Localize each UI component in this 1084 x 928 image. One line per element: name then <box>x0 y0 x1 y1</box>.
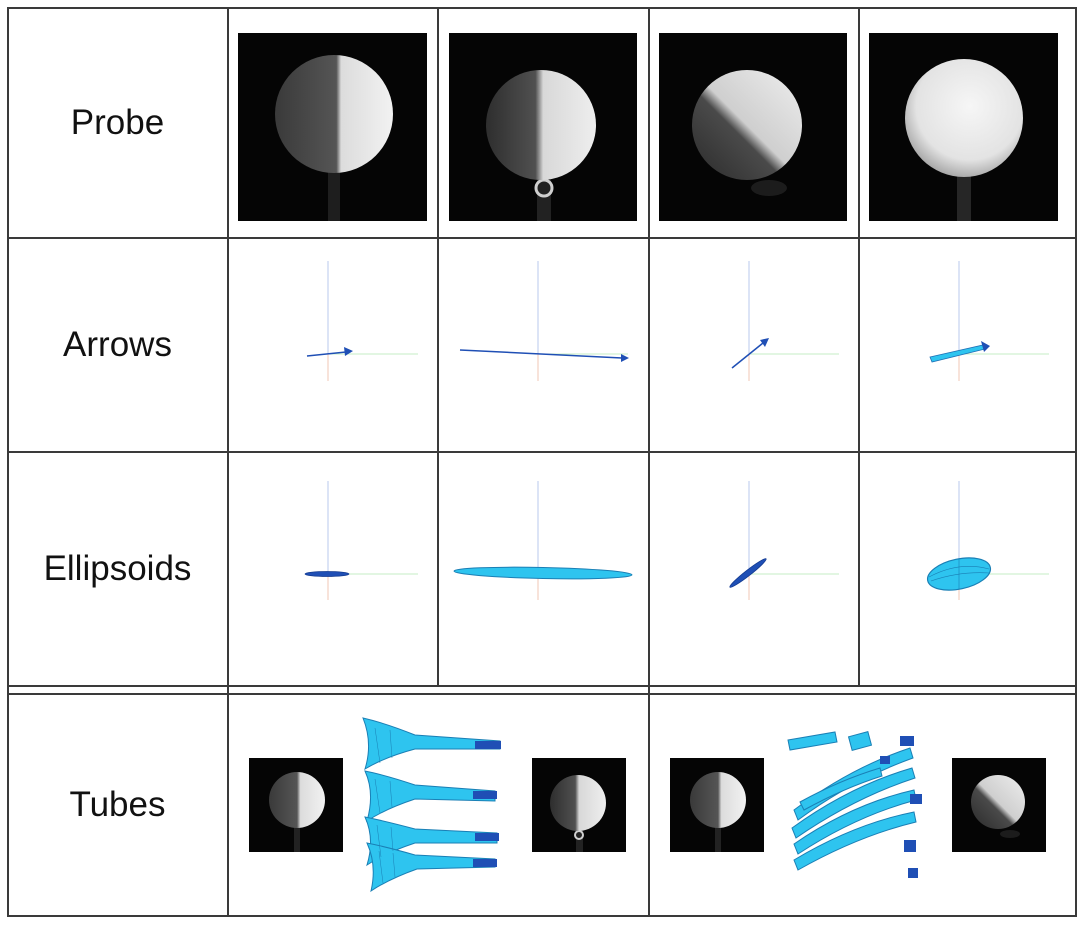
probe-photo-3 <box>659 33 847 221</box>
ellipsoid-glyph-1 <box>304 481 418 600</box>
row-label-tubes: Tubes <box>69 785 166 824</box>
grid-line-double-a <box>7 685 1077 687</box>
probe-photo-2 <box>449 33 637 221</box>
arrow-glyph-3 <box>731 261 839 381</box>
row-label-ellipsoids: Ellipsoids <box>43 549 192 588</box>
golf-ball-photo-icon <box>690 772 746 852</box>
tubes-photo-1 <box>249 758 343 852</box>
tube-glyph-1 <box>362 717 501 893</box>
golf-ball-photo-icon <box>692 70 802 196</box>
grid-line-col2 <box>437 7 439 687</box>
grid-line-col1 <box>227 7 229 917</box>
tubes-photo-3 <box>670 758 764 852</box>
grid-line-col4 <box>858 7 860 687</box>
grid-line-double-b <box>7 693 1077 695</box>
ellipsoid-glyph-2 <box>453 481 633 600</box>
grid-line-right <box>1075 7 1077 917</box>
golf-ball-photo-icon <box>275 55 393 221</box>
grid-line-col3 <box>648 7 650 917</box>
tubes-photo-4 <box>952 758 1046 852</box>
golf-ball-photo-icon <box>550 775 606 852</box>
grid-line-top <box>7 7 1077 9</box>
golf-ball-photo-icon <box>486 70 596 221</box>
tube-glyph-2 <box>787 731 922 878</box>
grid-line-left <box>7 7 9 917</box>
golf-ball-photo-icon <box>971 775 1025 838</box>
golf-ball-photo-icon <box>905 59 1023 221</box>
grid-line-row1 <box>7 237 1077 239</box>
grid-line-bottom <box>7 915 1077 917</box>
probe-photo-1 <box>238 33 427 221</box>
arrow-glyph-4 <box>929 261 1049 381</box>
row-label-arrows: Arrows <box>63 325 172 364</box>
golf-ball-photo-icon <box>269 772 325 852</box>
row-label-probe: Probe <box>70 103 165 142</box>
ellipsoid-glyph-3 <box>729 481 839 600</box>
arrow-glyph-1 <box>306 261 418 381</box>
tubes-photo-2 <box>532 758 626 852</box>
arrow-glyph-2 <box>459 261 629 381</box>
ellipsoid-glyph-4 <box>926 481 1049 600</box>
grid-line-row2 <box>7 451 1077 453</box>
probe-photo-4 <box>869 33 1058 221</box>
